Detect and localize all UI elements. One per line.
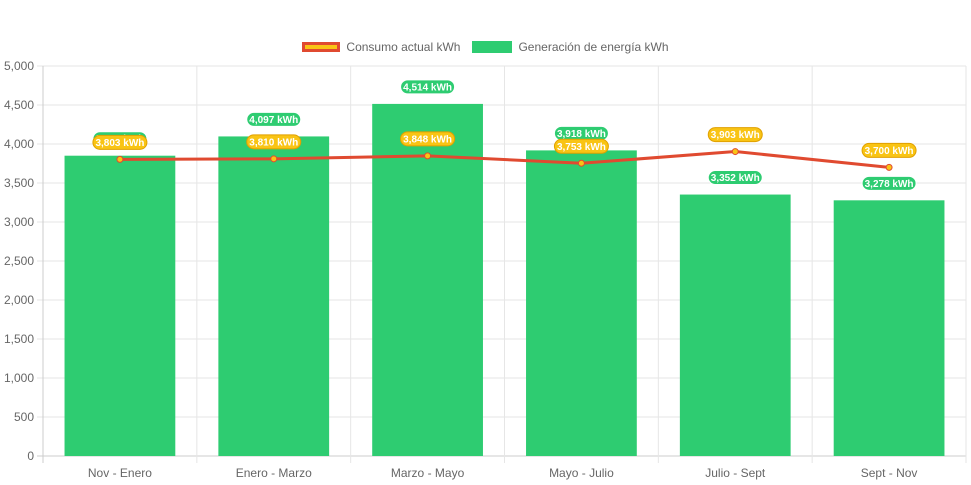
bar	[218, 136, 330, 456]
legend-label-consumo: Consumo actual kWh	[346, 40, 461, 54]
line-data-label: 3,700 kWh	[865, 146, 914, 157]
bar-data-label: 3,278 kWh	[865, 179, 914, 190]
line-data-label-bg	[861, 142, 917, 158]
line-data-label-bg	[707, 127, 763, 143]
legend-item-generacion[interactable]: Generación de energía kWh	[472, 40, 669, 54]
y-tick-label: 0	[27, 449, 34, 463]
bar	[679, 194, 791, 456]
legend-label-generacion: Generación de energía kWh	[518, 40, 669, 54]
y-tick-label: 2,000	[4, 293, 34, 307]
bar	[833, 200, 945, 456]
y-tick-label: 1,500	[4, 332, 34, 346]
series-line	[119, 150, 890, 169]
line-data-label: 3,753 kWh	[557, 142, 606, 153]
line-data-label: 3,848 kWh	[403, 134, 452, 145]
x-tick-label: Mayo - Julio	[549, 466, 614, 480]
line-data-label-bg	[246, 134, 302, 150]
line-data-label: 3,803 kWh	[95, 138, 144, 149]
line-data-label: 3,903 kWh	[711, 130, 760, 141]
line-point	[424, 152, 432, 160]
bar	[526, 150, 637, 456]
y-tick-label: 3,500	[4, 176, 34, 190]
x-tick-label: Enero - Marzo	[236, 466, 312, 480]
line-point	[116, 155, 124, 163]
x-tick-label: Sept - Nov	[861, 466, 918, 480]
line-data-label-bg	[553, 138, 609, 154]
line-data-label: 3,810 kWh	[249, 137, 298, 148]
y-tick-label: 4,000	[4, 137, 34, 151]
x-tick-label: Nov - Enero	[88, 466, 152, 480]
bar-data-label: 4,514 kWh	[403, 82, 452, 93]
x-tick-label: Marzo - Mayo	[391, 466, 465, 480]
y-tick-label: 500	[14, 410, 34, 424]
bar	[64, 155, 176, 456]
y-tick-label: 3,000	[4, 215, 34, 229]
line-point	[577, 159, 585, 167]
bar-data-label-bg	[861, 175, 917, 191]
x-tick-label: Julio - Sept	[705, 466, 766, 480]
line-point	[270, 155, 278, 163]
line-data-label-bg	[92, 134, 148, 150]
y-tick-label: 2,500	[4, 254, 34, 268]
line-point	[885, 163, 893, 171]
line-data-label-bg	[400, 131, 456, 147]
bar-data-label: 3,918 kWh	[557, 129, 606, 140]
legend: Consumo actual kWh Generación de energía…	[0, 40, 971, 54]
legend-swatch-consumo	[302, 42, 341, 52]
y-tick-label: 1,000	[4, 371, 34, 385]
bar-data-label-bg	[400, 79, 456, 95]
bar-data-label-bg	[707, 170, 763, 186]
line-point	[731, 148, 739, 156]
legend-item-consumo[interactable]: Consumo actual kWh	[302, 40, 460, 54]
bar-data-label-bg	[246, 111, 302, 127]
y-tick-label: 5,000	[4, 59, 34, 73]
bar	[372, 103, 483, 457]
y-tick-label: 4,500	[4, 98, 34, 112]
legend-swatch-generacion	[472, 41, 513, 53]
bar-data-label: 4,097 kWh	[249, 115, 298, 126]
bar-data-label: 3,352 kWh	[711, 173, 760, 184]
